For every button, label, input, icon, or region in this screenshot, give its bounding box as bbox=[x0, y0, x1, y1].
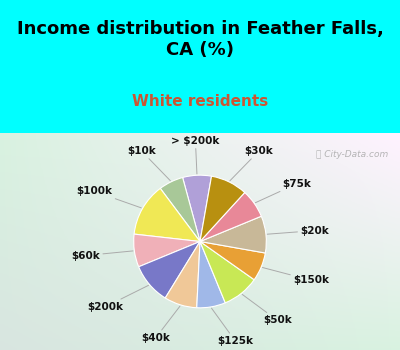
Text: $40k: $40k bbox=[141, 306, 180, 343]
Text: $10k: $10k bbox=[127, 146, 170, 181]
Text: > $200k: > $200k bbox=[171, 136, 220, 174]
Wedge shape bbox=[200, 241, 254, 303]
Text: $30k: $30k bbox=[230, 146, 273, 181]
Wedge shape bbox=[134, 234, 200, 267]
Text: $200k: $200k bbox=[87, 285, 148, 312]
Text: $50k: $50k bbox=[242, 294, 292, 325]
Wedge shape bbox=[200, 216, 266, 253]
Text: $125k: $125k bbox=[212, 308, 253, 346]
Text: $20k: $20k bbox=[267, 226, 329, 236]
Wedge shape bbox=[200, 241, 265, 280]
Wedge shape bbox=[139, 241, 200, 298]
Wedge shape bbox=[197, 241, 225, 308]
Wedge shape bbox=[134, 188, 200, 241]
Text: ⓘ City-Data.com: ⓘ City-Data.com bbox=[316, 150, 388, 159]
Wedge shape bbox=[165, 241, 200, 308]
Text: $75k: $75k bbox=[256, 179, 312, 203]
Text: $150k: $150k bbox=[262, 267, 329, 285]
Wedge shape bbox=[200, 193, 261, 242]
Text: $60k: $60k bbox=[72, 251, 133, 260]
Text: Income distribution in Feather Falls,
CA (%): Income distribution in Feather Falls, CA… bbox=[16, 20, 384, 59]
Text: $100k: $100k bbox=[76, 187, 141, 208]
Text: White residents: White residents bbox=[132, 94, 268, 109]
Wedge shape bbox=[200, 176, 245, 242]
Wedge shape bbox=[160, 177, 200, 241]
Wedge shape bbox=[183, 175, 212, 241]
